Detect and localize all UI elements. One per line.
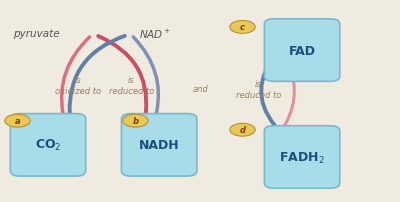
- Text: is
oxidized to: is oxidized to: [55, 76, 101, 96]
- Circle shape: [230, 124, 255, 137]
- FancyArrowPatch shape: [98, 37, 146, 113]
- Text: c: c: [240, 23, 245, 32]
- Text: NAD$^+$: NAD$^+$: [139, 27, 171, 40]
- Text: is
reduced to: is reduced to: [109, 76, 154, 96]
- Circle shape: [5, 115, 30, 127]
- Text: CO$_2$: CO$_2$: [35, 138, 61, 153]
- FancyBboxPatch shape: [264, 126, 340, 188]
- FancyBboxPatch shape: [10, 114, 86, 176]
- FancyArrowPatch shape: [62, 38, 90, 113]
- FancyArrowPatch shape: [70, 37, 125, 113]
- FancyArrowPatch shape: [261, 54, 276, 125]
- Text: d: d: [240, 126, 246, 135]
- Text: a: a: [15, 117, 20, 125]
- FancyArrowPatch shape: [284, 54, 294, 125]
- Text: pyruvate: pyruvate: [13, 29, 60, 39]
- Text: and: and: [193, 84, 209, 94]
- FancyBboxPatch shape: [122, 114, 197, 176]
- Circle shape: [230, 21, 255, 34]
- Text: is
reduced to: is reduced to: [236, 80, 281, 100]
- FancyBboxPatch shape: [264, 20, 340, 82]
- Circle shape: [123, 115, 148, 127]
- Text: FADH$_2$: FADH$_2$: [279, 150, 325, 165]
- Text: FAD: FAD: [288, 44, 316, 57]
- Text: b: b: [132, 117, 138, 125]
- FancyArrowPatch shape: [133, 38, 158, 113]
- Text: NADH: NADH: [139, 139, 180, 152]
